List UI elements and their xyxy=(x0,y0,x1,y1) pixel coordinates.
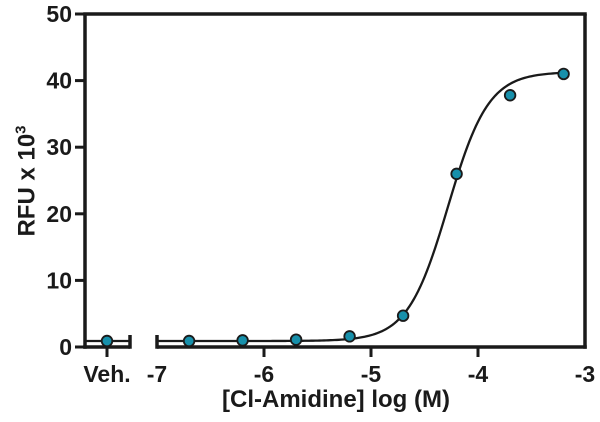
y-tick-label-10: 10 xyxy=(46,267,72,293)
x-tick-label--3: -3 xyxy=(575,361,595,387)
y-axis-title: RFU x 103 xyxy=(13,125,42,236)
y-tick-label-40: 40 xyxy=(46,68,72,94)
data-point-vehicle xyxy=(100,334,114,348)
y-tick-label-50: 50 xyxy=(46,1,72,27)
data-point-log-5.2 xyxy=(343,330,356,343)
data-point-log-5.7 xyxy=(289,333,303,346)
x-tick-label-vehicle: Veh. xyxy=(83,361,130,387)
x-tick-label--4: -4 xyxy=(468,361,489,387)
data-point-log-4.7 xyxy=(396,309,410,322)
x-tick-label--7: -7 xyxy=(147,361,167,387)
y-tick-label-0: 0 xyxy=(59,334,72,360)
x-tick-label--5: -5 xyxy=(361,361,382,387)
y-axis-title-base: RFU x 10 xyxy=(13,133,41,237)
data-point-log-3.7 xyxy=(503,89,517,102)
y-tick-label-20: 20 xyxy=(46,201,72,227)
data-point-log-4.2 xyxy=(450,167,463,181)
y-tick-label-30: 30 xyxy=(46,134,72,160)
y-axis-title-exponent: 3 xyxy=(12,125,30,134)
data-point-log-6.2 xyxy=(236,334,249,347)
x-tick-label--6: -6 xyxy=(254,361,274,387)
fit-curve xyxy=(155,71,565,343)
x-axis-title: [Cl-Amidine] log (M) xyxy=(222,386,450,413)
data-point-log-3.2 xyxy=(557,67,570,81)
data-point-log-6.7 xyxy=(182,334,196,348)
